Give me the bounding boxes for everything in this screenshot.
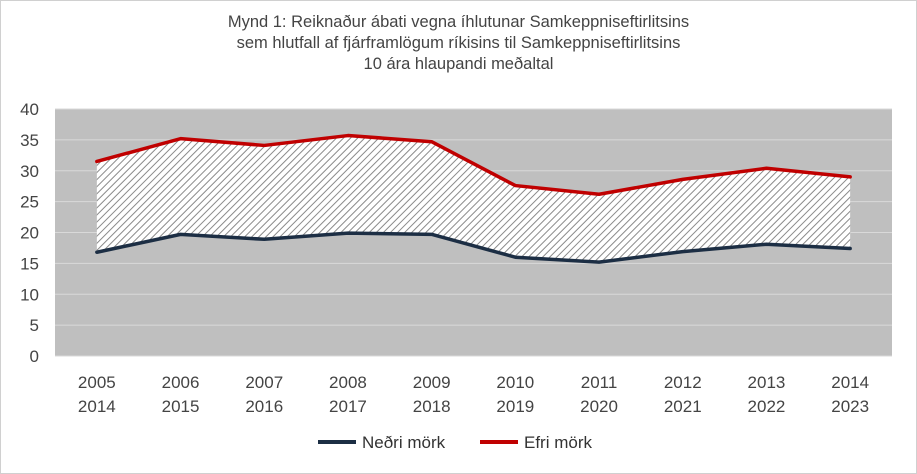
y-tick-label: 40 bbox=[20, 100, 39, 119]
series-line-1 bbox=[95, 133, 852, 196]
x-tick-label: 2016 bbox=[245, 397, 283, 416]
x-tick-label: 2023 bbox=[831, 397, 869, 416]
series-line-0 bbox=[95, 231, 852, 264]
x-tick-label: 2012 bbox=[664, 373, 702, 392]
x-tick-label: 2010 bbox=[496, 373, 534, 392]
x-tick-label: 2015 bbox=[162, 397, 200, 416]
y-tick-label: 30 bbox=[20, 162, 39, 181]
x-tick-label: 2013 bbox=[748, 373, 786, 392]
x-tick-label: 2018 bbox=[413, 397, 451, 416]
x-tick-label: 2006 bbox=[162, 373, 200, 392]
y-tick-label: 20 bbox=[20, 224, 39, 243]
x-tick-label: 2017 bbox=[329, 397, 367, 416]
y-tick-label: 5 bbox=[30, 316, 39, 335]
y-tick-label: 35 bbox=[20, 131, 39, 150]
chart-title: Mynd 1: Reiknaður ábati vegna íhlutunar … bbox=[0, 12, 917, 75]
x-tick-label: 2005 bbox=[78, 373, 116, 392]
x-tick-label: 2014 bbox=[78, 397, 116, 416]
legend-label: Efri mörk bbox=[524, 433, 593, 452]
x-tick-label: 2019 bbox=[496, 397, 534, 416]
x-axis: 2005 2014 2006 2015 2007 2016 2008 2017 2009 2018… bbox=[78, 373, 869, 416]
y-tick-label: 0 bbox=[30, 347, 39, 366]
x-tick-label: 2008 bbox=[329, 373, 367, 392]
legend: Neðri mörk Efri mörk bbox=[318, 433, 593, 452]
y-tick-label: 25 bbox=[20, 193, 39, 212]
y-tick-label: 15 bbox=[20, 254, 39, 273]
chart-title-line-3: 10 ára hlaupandi meðaltal bbox=[363, 55, 554, 73]
x-tick-label: 2007 bbox=[245, 373, 283, 392]
y-tick-label: 10 bbox=[20, 285, 39, 304]
x-tick-label: 2014 bbox=[831, 373, 869, 392]
chart-title-line-2: sem hlutfall af fjárframlögum ríkisins t… bbox=[236, 34, 681, 52]
range-band bbox=[96, 135, 851, 263]
x-tick-label: 2021 bbox=[664, 397, 702, 416]
x-tick-label: 2009 bbox=[413, 373, 451, 392]
legend-label: Neðri mörk bbox=[362, 433, 446, 452]
chart-title-line-1: Mynd 1: Reiknaður ábati vegna íhlutunar … bbox=[227, 13, 690, 31]
x-tick-label: 2020 bbox=[580, 397, 618, 416]
x-tick-label: 2011 bbox=[581, 373, 618, 392]
series-lines bbox=[95, 133, 852, 264]
x-tick-label: 2022 bbox=[748, 397, 786, 416]
y-axis: 0 5 10 15 20 25 30 35 40 bbox=[20, 100, 39, 366]
